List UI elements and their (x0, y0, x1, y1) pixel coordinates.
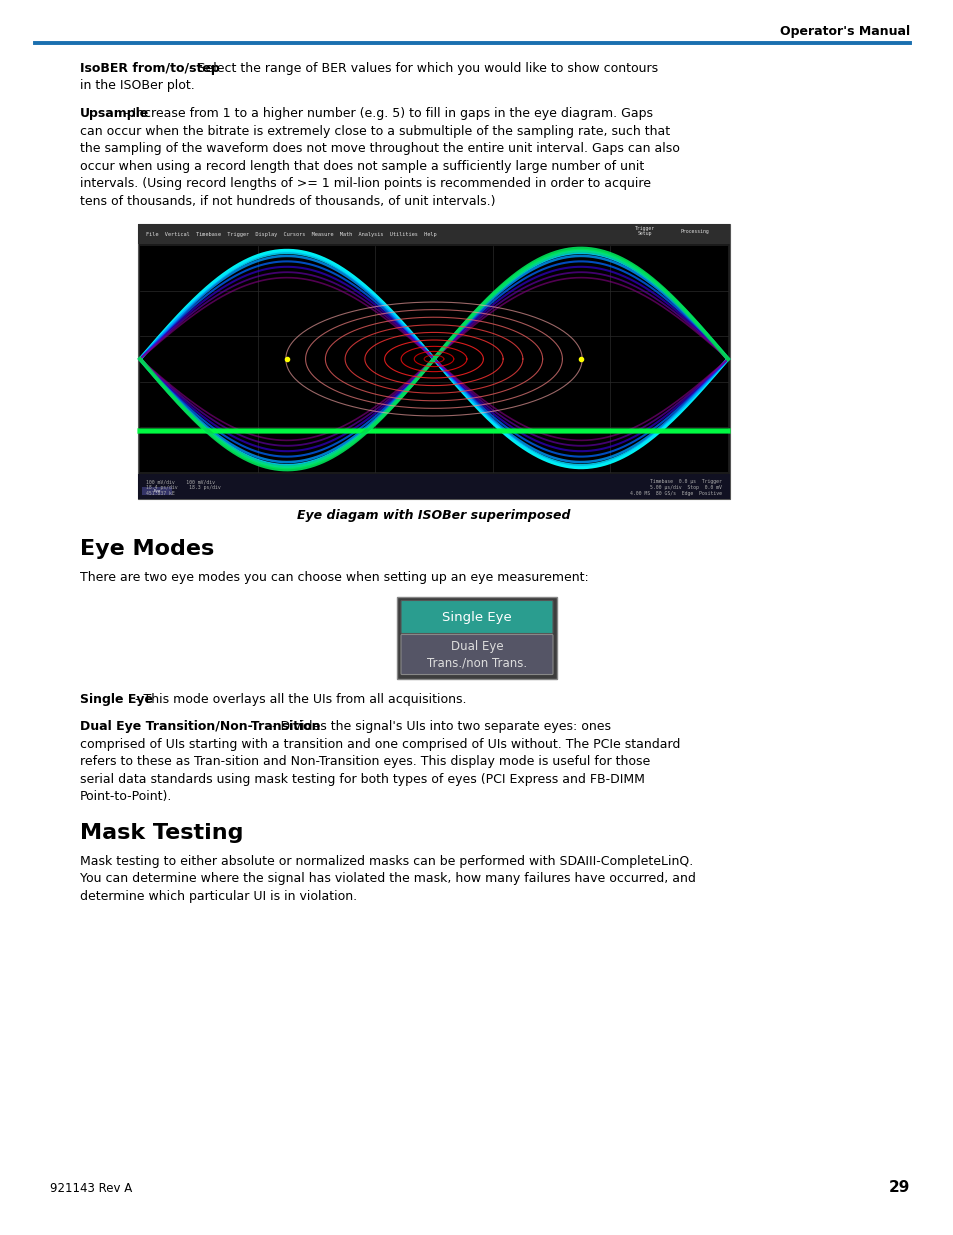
Text: occur when using a record length that does not sample a sufficiently large numbe: occur when using a record length that do… (80, 159, 643, 173)
Text: determine which particular UI is in violation.: determine which particular UI is in viol… (80, 889, 356, 903)
Text: 921143 Rev A: 921143 Rev A (50, 1182, 132, 1195)
Text: Point-to-Point).: Point-to-Point). (80, 790, 172, 803)
Text: Single Eye: Single Eye (80, 693, 152, 705)
Text: Mask testing to either absolute or normalized masks can be performed with SDAIII: Mask testing to either absolute or norma… (80, 855, 693, 867)
Text: Eye: Eye (153, 489, 161, 493)
Bar (142, 487, 172, 495)
Text: intervals. (Using record lengths of >= 1 mil-lion points is recommended in order: intervals. (Using record lengths of >= 1… (80, 177, 650, 190)
Bar (140, 246, 727, 472)
Text: Eye Modes: Eye Modes (80, 538, 214, 559)
Text: Processing: Processing (679, 228, 709, 233)
Text: - Select the range of BER values for which you would like to show contours: - Select the range of BER values for whi… (185, 62, 658, 75)
Text: - Increase from 1 to a higher number (e.g. 5) to fill in gaps in the eye diagram: - Increase from 1 to a higher number (e.… (124, 107, 653, 120)
Text: Dual Eye
Trans./non Trans.: Dual Eye Trans./non Trans. (427, 640, 526, 669)
Text: Operator's Manual: Operator's Manual (779, 25, 909, 38)
Text: comprised of UIs starting with a transition and one comprised of UIs without. Th: comprised of UIs starting with a transit… (80, 737, 679, 751)
Text: in the ISOBer plot.: in the ISOBer plot. (80, 79, 194, 93)
Text: Upsample: Upsample (80, 107, 149, 120)
Text: 29: 29 (887, 1179, 909, 1195)
FancyBboxPatch shape (400, 635, 553, 674)
Text: 5.00 μs/div  Stop  0.0 mV
4.00 MS  80 GS/s  Edge  Positive: 5.00 μs/div Stop 0.0 mV 4.00 MS 80 GS/s … (629, 485, 721, 495)
Text: File  Vertical  Timebase  Trigger  Display  Cursors  Measure  Math  Analysis  Ut: File Vertical Timebase Trigger Display C… (146, 231, 436, 236)
Text: Mask Testing: Mask Testing (80, 823, 243, 842)
Text: can occur when the bitrate is extremely close to a submultiple of the sampling r: can occur when the bitrate is extremely … (80, 125, 669, 137)
Bar (396, 597, 557, 678)
Text: serial data standards using mask testing for both types of eyes (PCI Express and: serial data standards using mask testing… (80, 773, 644, 785)
Text: Timebase  0.0 μs  Trigger: Timebase 0.0 μs Trigger (649, 479, 721, 484)
Text: There are two eye modes you can choose when setting up an eye measurement:: There are two eye modes you can choose w… (80, 571, 588, 584)
Text: Dual Eye Transition/Non-Transition: Dual Eye Transition/Non-Transition (80, 720, 320, 734)
Text: 100 mV/div    100 mV/div: 100 mV/div 100 mV/div (146, 479, 214, 484)
Text: refers to these as Tran-sition and Non-Transition eyes. This display mode is use: refers to these as Tran-sition and Non-T… (80, 755, 650, 768)
Text: IsoBER from/to/step: IsoBER from/to/step (80, 62, 219, 75)
Text: - This mode overlays all the UIs from all acquisitions.: - This mode overlays all the UIs from al… (135, 693, 466, 705)
Text: Eye diagam with ISOBer superimposed: Eye diagam with ISOBer superimposed (297, 509, 570, 522)
Text: - Divides the signal's UIs into two separate eyes: ones: - Divides the signal's UIs into two sepa… (268, 720, 611, 734)
Text: Trigger
Setup: Trigger Setup (635, 226, 655, 236)
Text: You can determine where the signal has violated the mask, how many failures have: You can determine where the signal has v… (80, 872, 695, 885)
Text: the sampling of the waveform does not move throughout the entire unit interval. : the sampling of the waveform does not mo… (80, 142, 679, 156)
Bar (138, 474, 729, 499)
Text: tens of thousands, if not hundreds of thousands, of unit intervals.): tens of thousands, if not hundreds of th… (80, 194, 495, 207)
FancyBboxPatch shape (400, 600, 553, 634)
Text: 18.4 ps/div    18.3 ps/div
451.837 kE: 18.4 ps/div 18.3 ps/div 451.837 kE (146, 485, 220, 495)
Bar (138, 224, 729, 499)
Text: Single Eye: Single Eye (441, 610, 512, 624)
Bar (138, 224, 729, 245)
